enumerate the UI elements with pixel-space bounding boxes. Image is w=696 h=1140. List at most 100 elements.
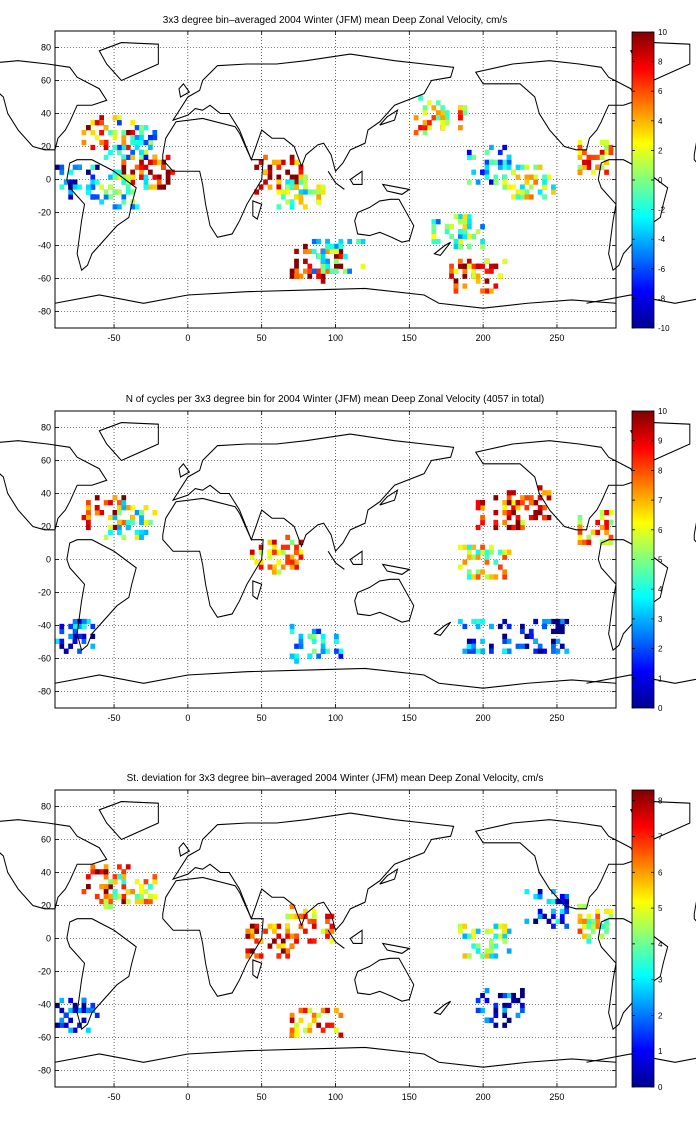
data-cell xyxy=(121,879,127,885)
data-cell xyxy=(112,189,118,195)
data-cell xyxy=(431,233,437,240)
data-cell xyxy=(90,864,96,870)
data-cell xyxy=(537,495,543,501)
panel-2-colorbar xyxy=(631,410,655,709)
data-cell xyxy=(316,273,322,279)
x-tick-label: 50 xyxy=(257,1092,267,1102)
data-cell xyxy=(134,529,140,536)
data-cell xyxy=(99,120,105,126)
data-cell xyxy=(471,233,477,240)
data-cell xyxy=(515,189,521,195)
data-cell xyxy=(258,544,264,550)
y-tick-label: 60 xyxy=(41,456,51,466)
panel-3-title: St. deviation for 3x3 degree bin–average… xyxy=(127,773,544,784)
data-cell xyxy=(316,194,322,200)
data-cell xyxy=(267,169,273,175)
data-cell xyxy=(462,283,468,289)
data-cell xyxy=(139,898,144,905)
data-cell xyxy=(515,643,521,649)
colorbar-tick-label: 10 xyxy=(658,28,667,37)
data-cell xyxy=(577,903,583,910)
data-cell xyxy=(316,1022,322,1028)
data-cell xyxy=(108,500,113,506)
data-cell xyxy=(489,643,494,649)
data-cell xyxy=(125,189,131,195)
data-cell xyxy=(515,194,521,200)
y-tick-label: 40 xyxy=(41,489,51,499)
data-cell xyxy=(551,898,556,905)
data-cell xyxy=(427,100,432,106)
panel-1-colorbar xyxy=(631,31,655,329)
data-cell xyxy=(311,908,317,915)
data-cell xyxy=(551,638,556,644)
y-tick-label: 40 xyxy=(41,109,51,119)
data-cell xyxy=(604,908,609,915)
data-cell xyxy=(103,884,109,890)
data-cell xyxy=(289,653,295,659)
data-cell xyxy=(604,139,609,146)
data-cell xyxy=(422,120,428,126)
data-cell xyxy=(276,953,282,959)
data-cell xyxy=(475,278,481,284)
data-cell xyxy=(103,194,109,200)
data-cell xyxy=(466,263,472,269)
data-cell xyxy=(108,514,113,521)
data-cell xyxy=(471,554,477,560)
data-cell xyxy=(524,495,530,501)
data-cell xyxy=(298,643,304,649)
data-cell xyxy=(245,933,251,939)
data-cell xyxy=(511,992,516,999)
data-cell xyxy=(285,948,291,954)
data-cell xyxy=(320,928,326,934)
data-cell xyxy=(475,1007,481,1014)
data-cell xyxy=(108,174,113,180)
data-cell xyxy=(307,248,313,255)
data-cell xyxy=(466,569,472,575)
data-cell xyxy=(475,648,481,654)
data-cell xyxy=(108,149,113,156)
data-cell xyxy=(458,219,463,225)
data-cell xyxy=(471,544,477,550)
data-cell xyxy=(462,110,468,116)
data-cell xyxy=(586,159,592,165)
data-cell xyxy=(276,174,282,180)
data-cell xyxy=(94,893,100,900)
data-cell xyxy=(59,169,65,175)
data-cell xyxy=(480,544,485,550)
data-cell xyxy=(542,913,547,919)
colorbar-tick-label: 7 xyxy=(658,496,663,505)
data-cell xyxy=(303,248,308,255)
data-cell xyxy=(484,268,490,274)
data-cell xyxy=(466,549,472,555)
data-cell xyxy=(502,519,508,526)
data-cell xyxy=(511,490,516,496)
data-cell xyxy=(533,164,539,170)
data-cell xyxy=(294,1022,299,1028)
data-cell xyxy=(68,997,74,1004)
data-cell xyxy=(577,918,583,924)
data-cell xyxy=(117,864,122,870)
data-cell xyxy=(334,243,339,250)
data-cell xyxy=(524,918,530,924)
data-cell xyxy=(294,933,299,939)
data-cell xyxy=(316,653,322,659)
data-cell xyxy=(466,219,472,225)
data-cell xyxy=(298,923,304,929)
data-cell xyxy=(81,1007,87,1014)
data-cell xyxy=(303,243,308,250)
y-tick-label: 0 xyxy=(46,555,51,565)
data-cell xyxy=(555,918,561,924)
data-cell xyxy=(55,638,60,644)
data-cell xyxy=(489,1017,494,1023)
data-cell xyxy=(272,564,277,570)
data-cell xyxy=(608,149,614,156)
data-cell xyxy=(285,953,291,959)
data-cell xyxy=(475,554,481,560)
data-cell xyxy=(515,505,521,511)
data-cell xyxy=(94,134,100,141)
data-cell xyxy=(117,115,122,121)
data-cell xyxy=(103,144,109,151)
data-cell xyxy=(121,534,127,540)
x-tick-label: 0 xyxy=(185,1092,190,1102)
data-cell xyxy=(298,913,304,919)
